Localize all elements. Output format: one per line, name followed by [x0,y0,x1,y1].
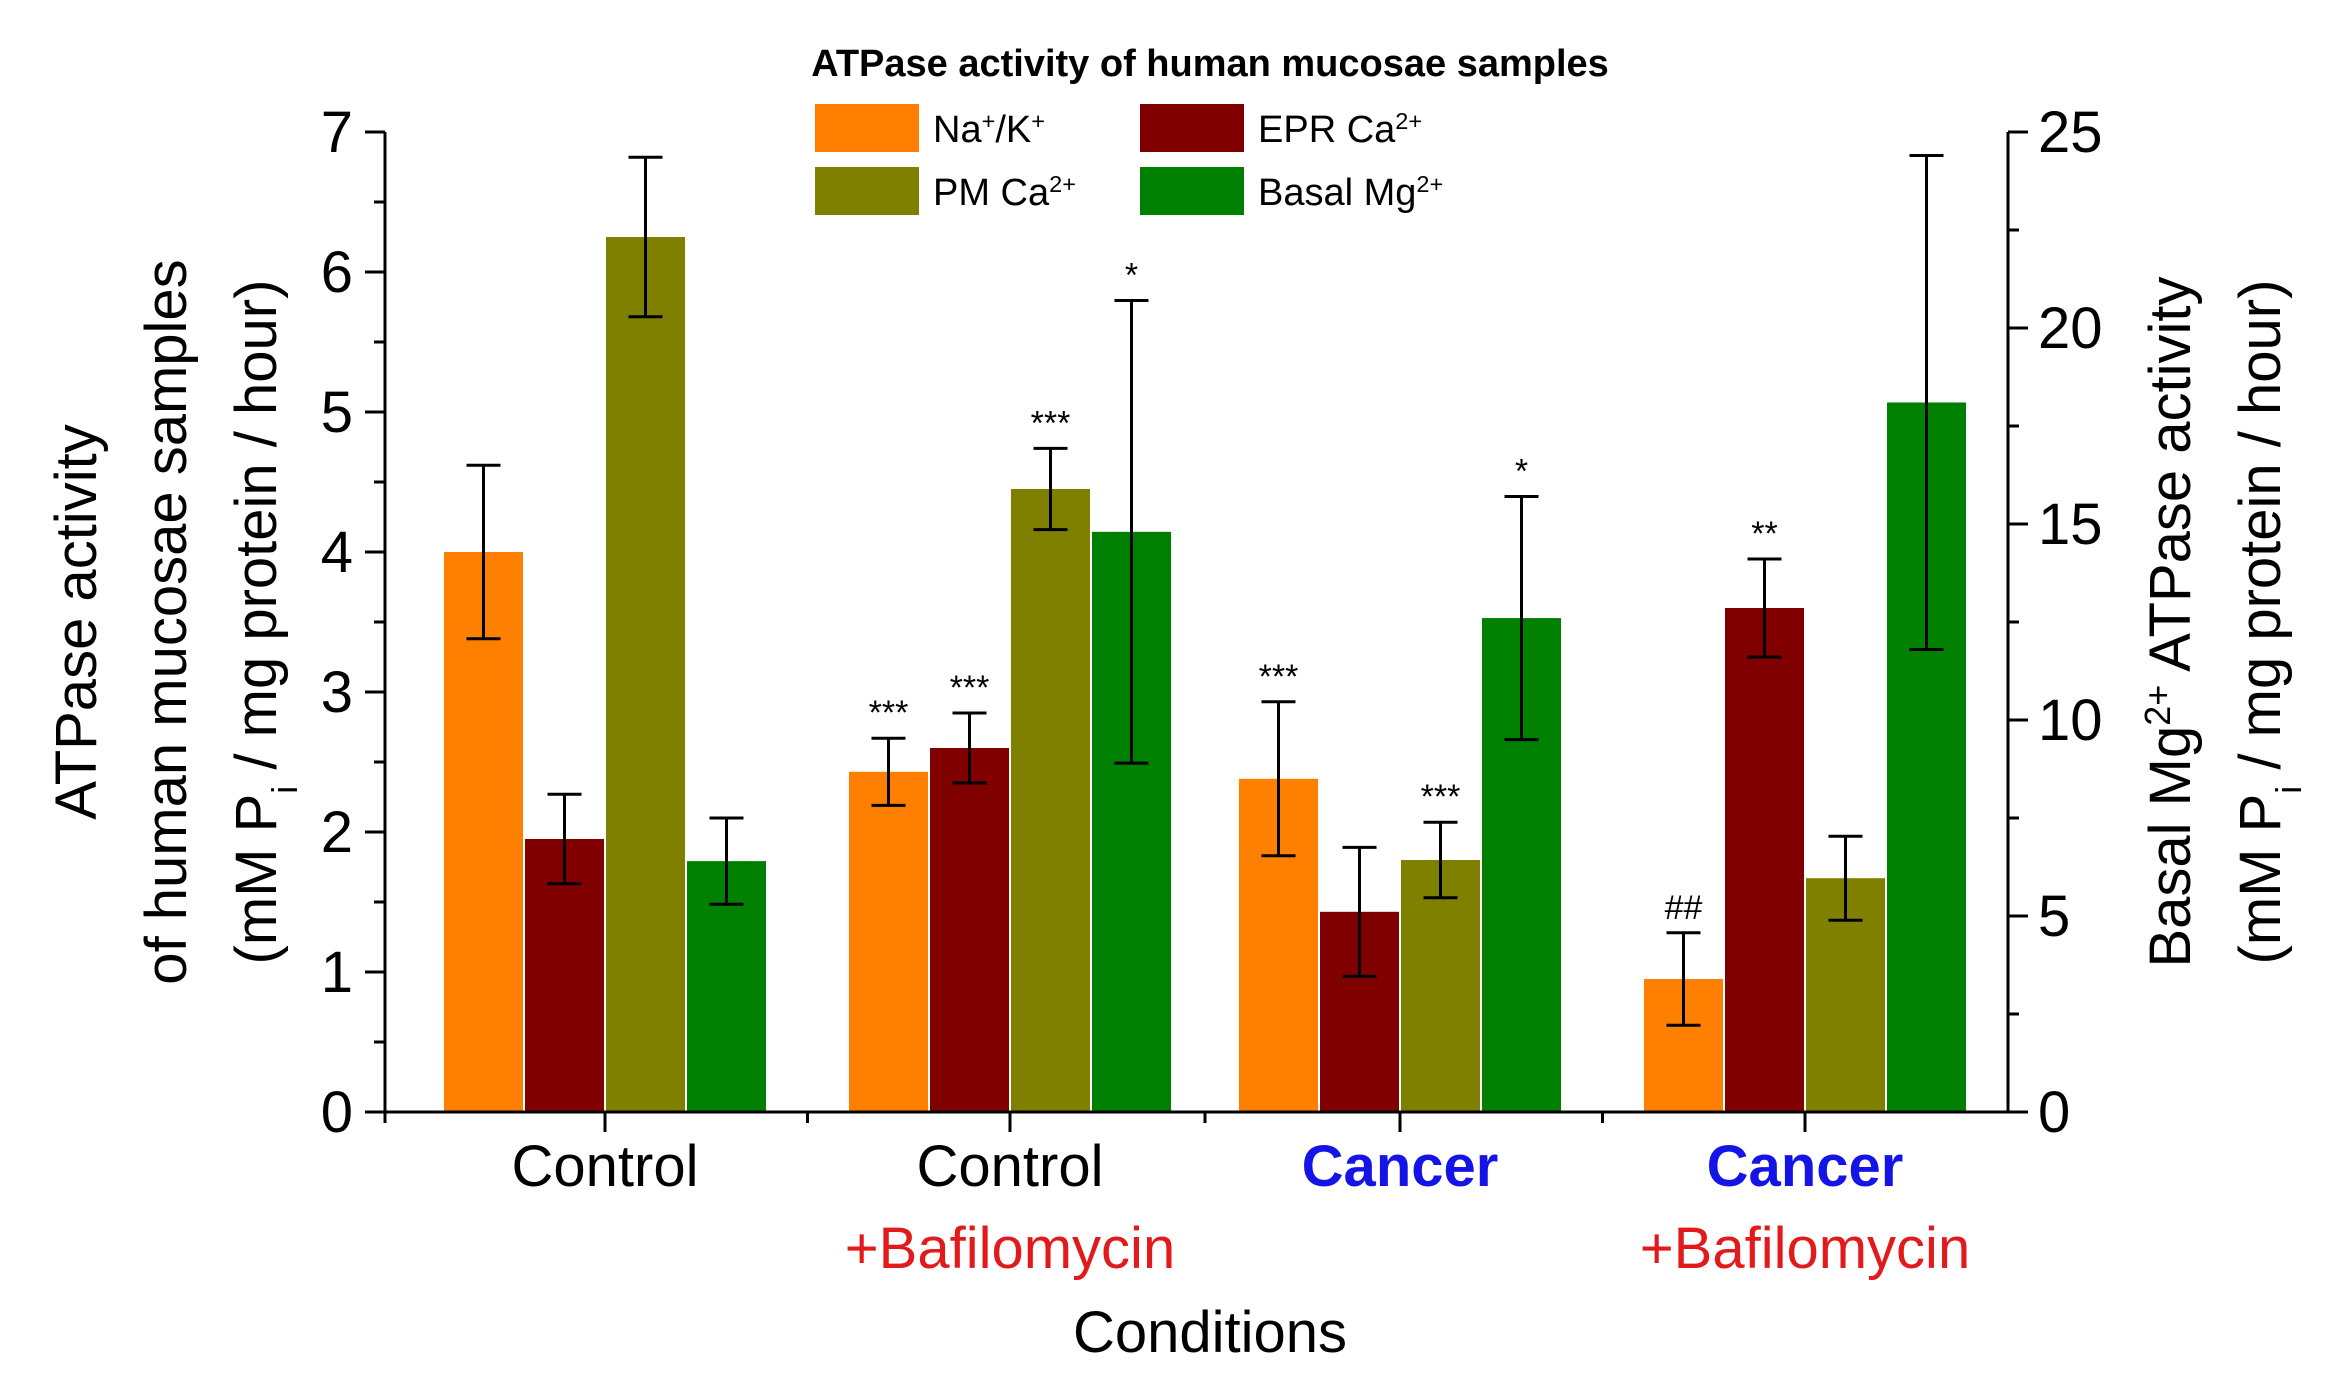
x-axis-title: Conditions [1073,1300,1347,1365]
legend-label: EPR Ca2+ [1258,108,1422,151]
left-tick-label: 7 [321,100,353,165]
legend: ATPase activity of human mucosae samples… [811,43,1609,215]
right-tick-label: 15 [2038,492,2103,557]
significance-label: *** [1259,658,1299,696]
bar [849,771,928,1112]
significance-label: ## [1665,889,1703,927]
series-pm-ca2-: ****** [606,155,1885,1112]
left-axis-ticks: 0 1 2 3 4 5 6 7 [321,100,385,1145]
right-tick-label: 0 [2038,1080,2070,1145]
right-axis-ticks: 0 5 10 15 20 25 [2008,100,2103,1145]
category-label: Cancer [1302,1134,1499,1199]
bar [444,552,523,1112]
significance-label: *** [1421,778,1461,816]
significance-label: *** [1031,404,1071,442]
legend-swatch [815,104,919,152]
left-axis-title-line: of human mucosae samples [134,259,199,984]
legend-item: EPR Ca2+ [1140,104,1422,152]
series-epr-ca2-: ***** [525,515,1804,1112]
left-tick-label: 3 [321,660,353,725]
bar [1011,489,1090,1112]
left-tick-label: 1 [321,940,353,1005]
significance-label: * [1125,257,1138,295]
left-tick-label: 5 [321,380,353,445]
bar [1401,860,1480,1112]
category-label: Control [917,1134,1104,1199]
right-axis-title-line: Basal Mg2+ ATPase activity [2137,276,2204,967]
x-axis-ticks [383,1112,1807,1132]
legend-label: Na+/K+ [933,108,1045,151]
right-axis-title-line: (mM Pi / mg protein / hour) [2228,280,2309,965]
significance-label: *** [950,669,990,707]
legend-label: PM Ca2+ [933,171,1076,214]
legend-title: ATPase activity of human mucosae samples [811,43,1609,85]
significance-label: *** [869,694,909,732]
right-tick-label: 5 [2038,884,2070,949]
right-tick-label: 25 [2038,100,2103,165]
legend-swatch [815,167,919,215]
series-na-k-: *** *** ## [444,463,1723,1112]
right-tick-label: 20 [2038,296,2103,361]
legend-swatch [1140,104,1244,152]
category-sublabel: +Bafilomycin [845,1216,1175,1281]
bar [1725,608,1804,1112]
left-axis-title-line: (mM Pi / mg protein / hour) [224,280,305,965]
series-basal-mg2-: ** [687,154,1966,1113]
significance-label: * [1515,453,1528,491]
significance-label: ** [1751,515,1777,553]
bar [606,237,685,1112]
legend-item: Na+/K+ [815,104,1045,152]
legend-label: Basal Mg2+ [1258,171,1443,214]
category-label: Cancer [1707,1134,1904,1199]
left-tick-label: 0 [321,1080,353,1145]
legend-swatch [1140,167,1244,215]
bar [930,748,1009,1112]
right-tick-label: 10 [2038,688,2103,753]
legend-item: Basal Mg2+ [1140,167,1443,215]
left-axis-title-line: ATPase activity [44,424,109,819]
left-tick-label: 4 [321,520,353,585]
left-tick-label: 6 [321,240,353,305]
left-tick-label: 2 [321,800,353,865]
category-label: Control [512,1134,699,1199]
category-sublabel: +Bafilomycin [1640,1216,1970,1281]
legend-item: PM Ca2+ [815,167,1076,215]
